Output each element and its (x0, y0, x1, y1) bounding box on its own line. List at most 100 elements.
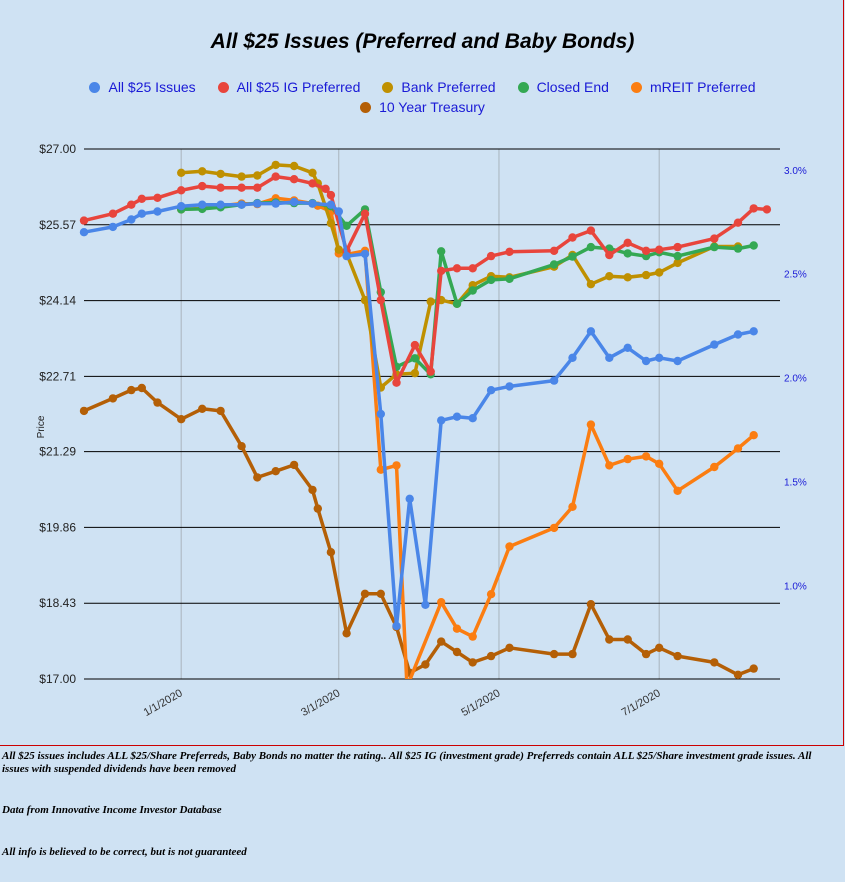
data-point (710, 234, 719, 243)
data-point (108, 209, 118, 218)
legend-row-2: 10 Year Treasury (0, 99, 845, 115)
legend-item-all-issues[interactable]: All $25 Issues (89, 79, 196, 95)
data-point (334, 207, 343, 216)
data-point (360, 589, 370, 598)
y-tick-label: $24.14 (39, 294, 76, 308)
data-point (108, 394, 118, 403)
data-point (360, 295, 370, 305)
data-point (733, 670, 743, 679)
data-point (137, 383, 146, 393)
data-point (403, 683, 411, 691)
data-point (749, 241, 758, 250)
data-point (749, 664, 758, 673)
data-point (216, 183, 225, 192)
legend-marker (89, 81, 101, 93)
series-all-25-ig-preferred (79, 172, 772, 387)
legend-label: Bank Preferred (401, 79, 496, 95)
data-point (127, 200, 136, 209)
legend: All $25 Issues All $25 IG Preferred Bank… (0, 79, 845, 95)
data-point (733, 218, 743, 227)
data-point (271, 467, 280, 476)
data-point (641, 270, 651, 280)
legend-item-mreit-preferred[interactable]: mREIT Preferred (630, 79, 756, 95)
data-point (505, 643, 514, 652)
series-line (181, 200, 755, 377)
data-point (641, 452, 651, 461)
data-point (468, 632, 477, 641)
y-tick-label: $27.00 (39, 142, 76, 156)
data-point (486, 590, 496, 599)
data-point (153, 398, 162, 407)
legend-item-ig-preferred[interactable]: All $25 IG Preferred (217, 79, 361, 95)
data-point (655, 459, 664, 468)
data-point (271, 172, 280, 181)
data-point (762, 205, 772, 214)
data-point (586, 420, 596, 429)
data-point (733, 244, 743, 253)
data-point (586, 242, 596, 252)
data-point (342, 221, 351, 230)
data-point (237, 442, 246, 451)
legend-item-closed-end[interactable]: Closed End (517, 79, 609, 95)
legend-label: All $25 IG Preferred (236, 79, 361, 95)
series-all-25-issues (79, 197, 758, 631)
y-tick-label: $18.43 (39, 596, 76, 610)
data-point (360, 209, 370, 218)
data-point (426, 367, 435, 376)
data-point (673, 258, 682, 268)
y-axis-label: Price (36, 415, 47, 438)
data-point (568, 233, 577, 242)
data-point (452, 264, 462, 273)
y-tick-label: $22.71 (39, 369, 76, 383)
legend-label: Closed End (536, 79, 609, 95)
series-line (83, 386, 755, 677)
data-point (437, 637, 446, 646)
y-tick-label: $19.86 (39, 520, 76, 534)
legend-marker (630, 81, 642, 93)
data-point (342, 251, 351, 261)
data-point (605, 635, 614, 644)
data-point (421, 660, 430, 669)
legend-marker (517, 81, 529, 93)
data-point (405, 494, 414, 503)
data-point (289, 197, 299, 207)
data-point (586, 600, 596, 609)
data-point (733, 444, 743, 453)
data-point (568, 502, 577, 511)
data-point (308, 199, 317, 208)
data-point (549, 376, 559, 385)
data-point (326, 190, 336, 200)
data-point (392, 621, 401, 631)
data-point (673, 486, 682, 495)
data-point (586, 327, 596, 336)
data-point (641, 649, 651, 659)
data-point (308, 179, 317, 188)
data-point (452, 412, 462, 421)
data-point (237, 172, 246, 181)
data-point (568, 252, 577, 261)
data-point (326, 548, 336, 557)
series-line (181, 163, 738, 390)
legend-item-bank-preferred[interactable]: Bank Preferred (382, 79, 496, 95)
data-point (505, 542, 514, 551)
data-point (392, 378, 401, 387)
legend-marker (217, 81, 229, 93)
data-point (127, 215, 136, 224)
legend-item-treasury[interactable]: 10 Year Treasury (360, 99, 485, 115)
data-point (655, 268, 664, 277)
data-point (655, 245, 664, 254)
data-point (505, 382, 514, 391)
data-point (376, 589, 385, 598)
data-point (426, 297, 435, 306)
x-tick-label: 1/1/2020 (142, 687, 185, 719)
data-point (313, 504, 322, 513)
data-point (153, 193, 162, 202)
legend-label: mREIT Preferred (649, 79, 756, 95)
data-point (623, 635, 632, 644)
data-point (568, 649, 577, 659)
x-tick-label: 7/1/2020 (620, 687, 663, 719)
data-point (437, 598, 446, 607)
data-point (673, 251, 682, 261)
y2-tick-label: 3.0% (784, 166, 807, 177)
data-point (623, 343, 632, 352)
